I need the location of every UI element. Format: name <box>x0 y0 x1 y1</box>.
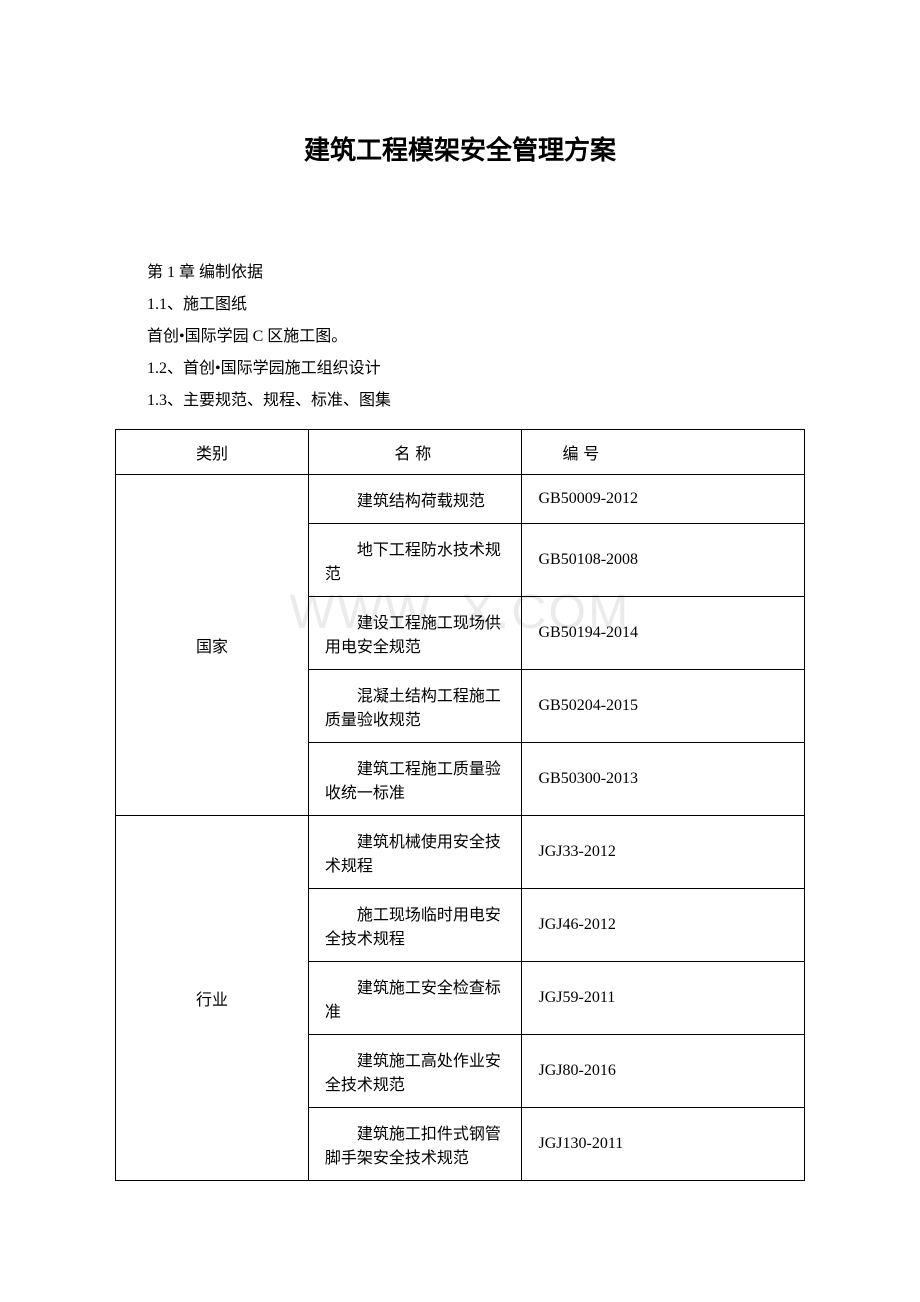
table-row: 国家 建筑结构荷载规范 GB50009-2012 <box>116 475 805 524</box>
table-header-row: 类别 名称 编号 <box>116 430 805 475</box>
cell-name: 地下工程防水技术规范 <box>308 524 522 597</box>
cell-code: JGJ130-2011 <box>522 1108 805 1181</box>
cell-code: GB50108-2008 <box>522 524 805 597</box>
header-name: 名称 <box>308 430 522 475</box>
cell-code: JGJ80-2016 <box>522 1035 805 1108</box>
cell-name: 建筑施工高处作业安全技术规范 <box>308 1035 522 1108</box>
paragraph-1-1: 1.1、施工图纸 <box>115 289 805 321</box>
cell-code: JGJ46-2012 <box>522 889 805 962</box>
cell-name: 建设工程施工现场供用电安全规范 <box>308 597 522 670</box>
content-wrapper: 建筑工程模架安全管理方案 第 1 章 编制依据 1.1、施工图纸 首创•国际学园… <box>115 130 805 1181</box>
paragraph-chapter: 第 1 章 编制依据 <box>115 257 805 289</box>
document-title: 建筑工程模架安全管理方案 <box>115 130 805 167</box>
cell-code: GB50300-2013 <box>522 743 805 816</box>
cell-code: GB50009-2012 <box>522 475 805 524</box>
cell-code: JGJ33-2012 <box>522 816 805 889</box>
cell-name: 混凝土结构工程施工质量验收规范 <box>308 670 522 743</box>
cell-name: 建筑施工扣件式钢管脚手架安全技术规范 <box>308 1108 522 1181</box>
cell-name: 建筑施工安全检查标准 <box>308 962 522 1035</box>
paragraph-1-2: 1.2、首创•国际学园施工组织设计 <box>115 353 805 385</box>
category-national: 国家 <box>116 475 309 816</box>
table-row: 行业 建筑机械使用安全技术规程 JGJ33-2012 <box>116 816 805 889</box>
cell-code: GB50194-2014 <box>522 597 805 670</box>
header-code: 编号 <box>522 430 805 475</box>
cell-name: 施工现场临时用电安全技术规程 <box>308 889 522 962</box>
cell-name: 建筑结构荷载规范 <box>308 475 522 524</box>
cell-code: GB50204-2015 <box>522 670 805 743</box>
paragraph-1-3: 1.3、主要规范、规程、标准、图集 <box>115 385 805 417</box>
cell-name: 建筑机械使用安全技术规程 <box>308 816 522 889</box>
cell-name: 建筑工程施工质量验收统一标准 <box>308 743 522 816</box>
standards-table: 类别 名称 编号 国家 建筑结构荷载规范 GB50009-2012 地下工程防水… <box>115 429 805 1181</box>
paragraph-1-1-detail: 首创•国际学园 C 区施工图。 <box>115 321 805 353</box>
intro-paragraphs: 第 1 章 编制依据 1.1、施工图纸 首创•国际学园 C 区施工图。 1.2、… <box>115 257 805 417</box>
header-category: 类别 <box>116 430 309 475</box>
cell-code: JGJ59-2011 <box>522 962 805 1035</box>
category-industry: 行业 <box>116 816 309 1181</box>
